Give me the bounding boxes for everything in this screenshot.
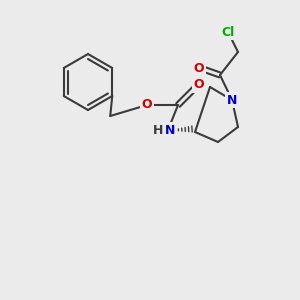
Text: O: O bbox=[194, 61, 204, 74]
Text: Cl: Cl bbox=[221, 26, 235, 38]
Text: H: H bbox=[153, 124, 163, 136]
Text: O: O bbox=[142, 98, 152, 112]
Text: N: N bbox=[165, 124, 175, 136]
Text: N: N bbox=[227, 94, 237, 106]
Text: O: O bbox=[194, 79, 204, 92]
